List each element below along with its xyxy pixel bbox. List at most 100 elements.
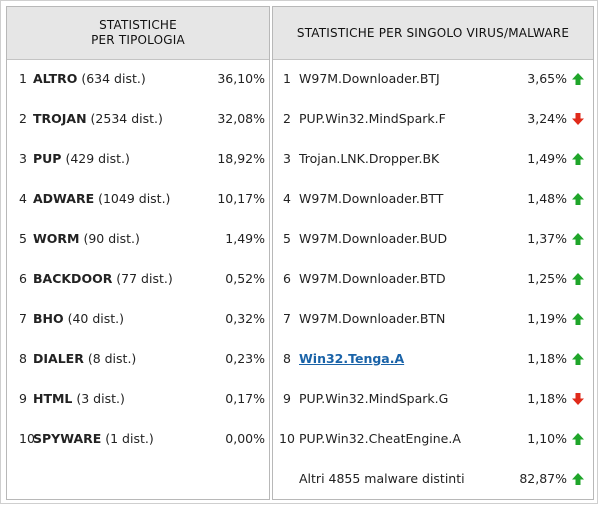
type-category: BACKDOOR bbox=[33, 271, 113, 286]
type-stat-row: 10 SPYWARE (1 dist.) 0,00% bbox=[7, 429, 269, 449]
type-distinct-count: (1049 dist.) bbox=[94, 191, 171, 206]
green-up-arrow-icon bbox=[572, 353, 584, 365]
type-stat-row: 8 DIALER (8 dist.) 0,23% bbox=[7, 349, 269, 369]
type-stat-row: 4 ADWARE (1049 dist.) 10,17% bbox=[7, 189, 269, 209]
malware-name: PUP.Win32.MindSpark.F bbox=[299, 111, 446, 126]
type-stats-panel: STATISTICHE PER TIPOLOGIA 1 ALTRO (634 di… bbox=[6, 6, 270, 500]
type-name: BACKDOOR (77 dist.) bbox=[33, 269, 173, 289]
malware-name: W97M.Downloader.BTD bbox=[299, 271, 446, 286]
row-rank: 10 bbox=[19, 431, 35, 446]
row-rank: 6 bbox=[283, 271, 291, 286]
malware-stat-row: 9 PUP.Win32.MindSpark.G 1,18% bbox=[273, 389, 593, 409]
row-rank: 5 bbox=[19, 231, 27, 246]
type-category: HTML bbox=[33, 391, 73, 406]
malware-percentage: 1,19% bbox=[527, 311, 567, 326]
type-stat-row: 5 WORM (90 dist.) 1,49% bbox=[7, 229, 269, 249]
type-distinct-count: (8 dist.) bbox=[83, 351, 137, 366]
malware-stat-row[interactable]: 8 Win32.Tenga.A 1,18% bbox=[273, 349, 593, 369]
row-rank: 7 bbox=[19, 311, 27, 326]
type-name: DIALER (8 dist.) bbox=[33, 349, 136, 369]
type-category: PUP bbox=[33, 151, 62, 166]
malware-stat-row: 3 Trojan.LNK.Dropper.BK 1,49% bbox=[273, 149, 593, 169]
type-category: ADWARE bbox=[33, 191, 95, 206]
type-category: TROJAN bbox=[33, 111, 87, 126]
green-up-arrow-icon bbox=[572, 273, 584, 285]
type-name: TROJAN (2534 dist.) bbox=[33, 109, 163, 129]
type-distinct-count: (1 dist.) bbox=[101, 431, 154, 446]
type-distinct-count: (77 dist.) bbox=[112, 271, 173, 286]
row-rank: 7 bbox=[283, 311, 291, 326]
row-rank: 9 bbox=[283, 391, 291, 406]
malware-percentage: 1,48% bbox=[527, 191, 567, 206]
type-stats-header: STATISTICHE PER TIPOLOGIA bbox=[7, 7, 269, 60]
malware-name: Trojan.LNK.Dropper.BK bbox=[299, 151, 440, 166]
type-stats-header-line1: STATISTICHE bbox=[99, 18, 177, 32]
malware-stat-row: 4 W97M.Downloader.BTT 1,48% bbox=[273, 189, 593, 209]
malware-percentage: 1,25% bbox=[527, 271, 567, 286]
malware-stat-row: 1 W97M.Downloader.BTJ 3,65% bbox=[273, 69, 593, 89]
green-up-arrow-icon bbox=[572, 73, 584, 85]
type-percentage: 0,00% bbox=[225, 431, 265, 446]
row-rank: 3 bbox=[19, 151, 27, 166]
malware-percentage: 1,18% bbox=[527, 351, 567, 366]
type-percentage: 32,08% bbox=[217, 111, 265, 126]
green-up-arrow-icon bbox=[572, 153, 584, 165]
type-name: BHO (40 dist.) bbox=[33, 309, 124, 329]
type-percentage: 0,52% bbox=[225, 271, 265, 286]
type-category: BHO bbox=[33, 311, 64, 326]
malware-stat-row: 2 PUP.Win32.MindSpark.F 3,24% bbox=[273, 109, 593, 129]
malware-name: W97M.Downloader.BUD bbox=[299, 231, 448, 246]
type-stat-row: 7 BHO (40 dist.) 0,32% bbox=[7, 309, 269, 329]
malware-name: W97M.Downloader.BTJ bbox=[299, 71, 440, 86]
green-up-arrow-icon bbox=[572, 433, 584, 445]
type-category: WORM bbox=[33, 231, 80, 246]
row-rank: 8 bbox=[283, 351, 291, 366]
green-up-arrow-icon bbox=[572, 473, 584, 485]
type-name: PUP (429 dist.) bbox=[33, 149, 130, 169]
type-percentage: 36,10% bbox=[217, 71, 265, 86]
type-distinct-count: (429 dist.) bbox=[61, 151, 130, 166]
red-down-arrow-icon bbox=[572, 393, 584, 405]
malware-percentage: 3,24% bbox=[527, 111, 567, 126]
type-percentage: 0,32% bbox=[225, 311, 265, 326]
malware-stat-row: 6 W97M.Downloader.BTD 1,25% bbox=[273, 269, 593, 289]
type-name: HTML (3 dist.) bbox=[33, 389, 125, 409]
green-up-arrow-icon bbox=[572, 193, 584, 205]
malware-name: W97M.Downloader.BTT bbox=[299, 191, 444, 206]
type-name: SPYWARE (1 dist.) bbox=[33, 429, 154, 449]
row-rank: 4 bbox=[283, 191, 291, 206]
type-distinct-count: (3 dist.) bbox=[72, 391, 125, 406]
type-distinct-count: (90 dist.) bbox=[79, 231, 140, 246]
row-rank: 3 bbox=[283, 151, 291, 166]
green-up-arrow-icon bbox=[572, 313, 584, 325]
row-rank: 2 bbox=[19, 111, 27, 126]
type-distinct-count: (634 dist.) bbox=[77, 71, 146, 86]
type-name: ALTRO (634 dist.) bbox=[33, 69, 146, 89]
type-stat-row: 1 ALTRO (634 dist.) 36,10% bbox=[7, 69, 269, 89]
other-malware-label: Altri 4855 malware distinti bbox=[299, 471, 465, 486]
type-category: SPYWARE bbox=[33, 431, 102, 446]
malware-stats-header-text: STATISTICHE PER SINGOLO VIRUS/MALWARE bbox=[296, 25, 570, 40]
type-percentage: 18,92% bbox=[217, 151, 265, 166]
malware-percentage: 1,18% bbox=[527, 391, 567, 406]
type-stats-header-line2: PER TIPOLOGIA bbox=[91, 33, 185, 47]
row-rank: 9 bbox=[19, 391, 27, 406]
type-stat-row: 2 TROJAN (2534 dist.) 32,08% bbox=[7, 109, 269, 129]
row-rank: 4 bbox=[19, 191, 27, 206]
malware-percentage: 3,65% bbox=[527, 71, 567, 86]
row-rank: 2 bbox=[283, 111, 291, 126]
row-rank: 1 bbox=[283, 71, 291, 86]
malware-stat-row: 10 PUP.Win32.CheatEngine.A 1,10% bbox=[273, 429, 593, 449]
row-rank: 5 bbox=[283, 231, 291, 246]
type-percentage: 0,17% bbox=[225, 391, 265, 406]
type-stat-row: 3 PUP (429 dist.) 18,92% bbox=[7, 149, 269, 169]
green-up-arrow-icon bbox=[572, 233, 584, 245]
malware-name-link[interactable]: Win32.Tenga.A bbox=[299, 351, 405, 366]
malware-name: PUP.Win32.MindSpark.G bbox=[299, 391, 449, 406]
type-stat-row: 9 HTML (3 dist.) 0,17% bbox=[7, 389, 269, 409]
malware-stat-row: 7 W97M.Downloader.BTN 1,19% bbox=[273, 309, 593, 329]
type-percentage: 0,23% bbox=[225, 351, 265, 366]
type-name: ADWARE (1049 dist.) bbox=[33, 189, 170, 209]
